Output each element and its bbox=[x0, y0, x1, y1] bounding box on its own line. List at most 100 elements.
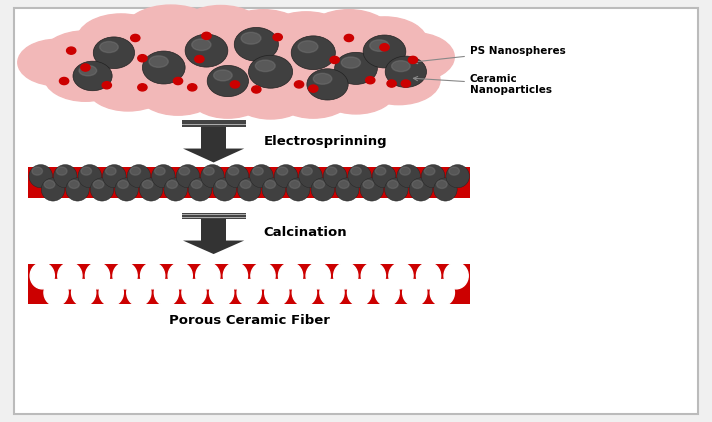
Ellipse shape bbox=[363, 180, 374, 189]
Polygon shape bbox=[183, 149, 244, 162]
Ellipse shape bbox=[444, 262, 468, 289]
Ellipse shape bbox=[326, 167, 337, 175]
Ellipse shape bbox=[389, 262, 413, 289]
Ellipse shape bbox=[182, 279, 206, 306]
Ellipse shape bbox=[32, 167, 43, 175]
Ellipse shape bbox=[69, 180, 79, 189]
Ellipse shape bbox=[207, 65, 248, 97]
Ellipse shape bbox=[274, 165, 298, 188]
Bar bbox=[182, 120, 246, 122]
Ellipse shape bbox=[237, 178, 261, 201]
Circle shape bbox=[308, 37, 404, 94]
Ellipse shape bbox=[290, 180, 300, 189]
Ellipse shape bbox=[185, 34, 228, 67]
Ellipse shape bbox=[168, 262, 192, 289]
Ellipse shape bbox=[201, 165, 224, 188]
Ellipse shape bbox=[41, 178, 65, 201]
Ellipse shape bbox=[149, 56, 168, 68]
Ellipse shape bbox=[93, 180, 104, 189]
Ellipse shape bbox=[213, 178, 236, 201]
Ellipse shape bbox=[335, 178, 359, 201]
Ellipse shape bbox=[234, 27, 278, 61]
Circle shape bbox=[317, 68, 395, 114]
Circle shape bbox=[160, 30, 267, 93]
Ellipse shape bbox=[334, 262, 358, 289]
Ellipse shape bbox=[85, 262, 110, 289]
Ellipse shape bbox=[214, 70, 232, 81]
Ellipse shape bbox=[278, 262, 303, 289]
Circle shape bbox=[274, 72, 352, 118]
Ellipse shape bbox=[252, 86, 261, 93]
Ellipse shape bbox=[430, 279, 454, 306]
Ellipse shape bbox=[117, 180, 128, 189]
Ellipse shape bbox=[44, 279, 68, 306]
Circle shape bbox=[262, 12, 350, 64]
Circle shape bbox=[122, 5, 219, 62]
Ellipse shape bbox=[155, 167, 165, 175]
Ellipse shape bbox=[225, 165, 248, 188]
Ellipse shape bbox=[338, 180, 349, 189]
Circle shape bbox=[231, 32, 338, 95]
Ellipse shape bbox=[345, 35, 353, 41]
Ellipse shape bbox=[56, 167, 67, 175]
Ellipse shape bbox=[409, 178, 433, 201]
Ellipse shape bbox=[152, 165, 175, 188]
Ellipse shape bbox=[167, 180, 177, 189]
Ellipse shape bbox=[228, 167, 239, 175]
Circle shape bbox=[41, 31, 130, 83]
Ellipse shape bbox=[400, 167, 410, 175]
Ellipse shape bbox=[58, 262, 82, 289]
Ellipse shape bbox=[241, 180, 251, 189]
Ellipse shape bbox=[309, 85, 318, 92]
Circle shape bbox=[177, 5, 265, 58]
Bar bbox=[28, 167, 470, 198]
Ellipse shape bbox=[323, 165, 347, 188]
Text: PS Nanospheres: PS Nanospheres bbox=[414, 46, 565, 64]
Circle shape bbox=[44, 52, 127, 101]
Ellipse shape bbox=[434, 178, 457, 201]
Ellipse shape bbox=[375, 167, 386, 175]
Text: Electrosprinning: Electrosprinning bbox=[263, 135, 387, 148]
Ellipse shape bbox=[306, 262, 330, 289]
Ellipse shape bbox=[137, 84, 147, 91]
Ellipse shape bbox=[103, 165, 126, 188]
Circle shape bbox=[89, 34, 196, 97]
Ellipse shape bbox=[81, 167, 92, 175]
Ellipse shape bbox=[189, 178, 212, 201]
Text: Ceramic
Nanoparticles: Ceramic Nanoparticles bbox=[414, 73, 552, 95]
Ellipse shape bbox=[204, 167, 214, 175]
Ellipse shape bbox=[174, 78, 182, 84]
Ellipse shape bbox=[384, 178, 408, 201]
Ellipse shape bbox=[67, 47, 75, 54]
Ellipse shape bbox=[341, 57, 360, 68]
Circle shape bbox=[372, 32, 454, 81]
Ellipse shape bbox=[216, 180, 226, 189]
Ellipse shape bbox=[241, 32, 261, 44]
Circle shape bbox=[231, 73, 310, 119]
Bar bbox=[182, 125, 246, 127]
Ellipse shape bbox=[127, 279, 151, 306]
Ellipse shape bbox=[273, 34, 282, 41]
Ellipse shape bbox=[295, 81, 303, 88]
Ellipse shape bbox=[262, 178, 286, 201]
Ellipse shape bbox=[277, 167, 288, 175]
Circle shape bbox=[77, 14, 165, 66]
Ellipse shape bbox=[73, 61, 112, 91]
Ellipse shape bbox=[176, 165, 199, 188]
Circle shape bbox=[137, 66, 219, 115]
Ellipse shape bbox=[291, 36, 335, 70]
Ellipse shape bbox=[387, 180, 398, 189]
Ellipse shape bbox=[314, 180, 325, 189]
Ellipse shape bbox=[224, 262, 248, 289]
Ellipse shape bbox=[71, 279, 95, 306]
Bar bbox=[182, 213, 246, 214]
Ellipse shape bbox=[253, 167, 263, 175]
Bar bbox=[182, 217, 246, 218]
Bar bbox=[28, 264, 470, 304]
Ellipse shape bbox=[100, 41, 118, 53]
Ellipse shape bbox=[256, 60, 276, 72]
Ellipse shape bbox=[402, 80, 410, 87]
Ellipse shape bbox=[142, 180, 153, 189]
Ellipse shape bbox=[311, 178, 335, 201]
Ellipse shape bbox=[250, 165, 273, 188]
